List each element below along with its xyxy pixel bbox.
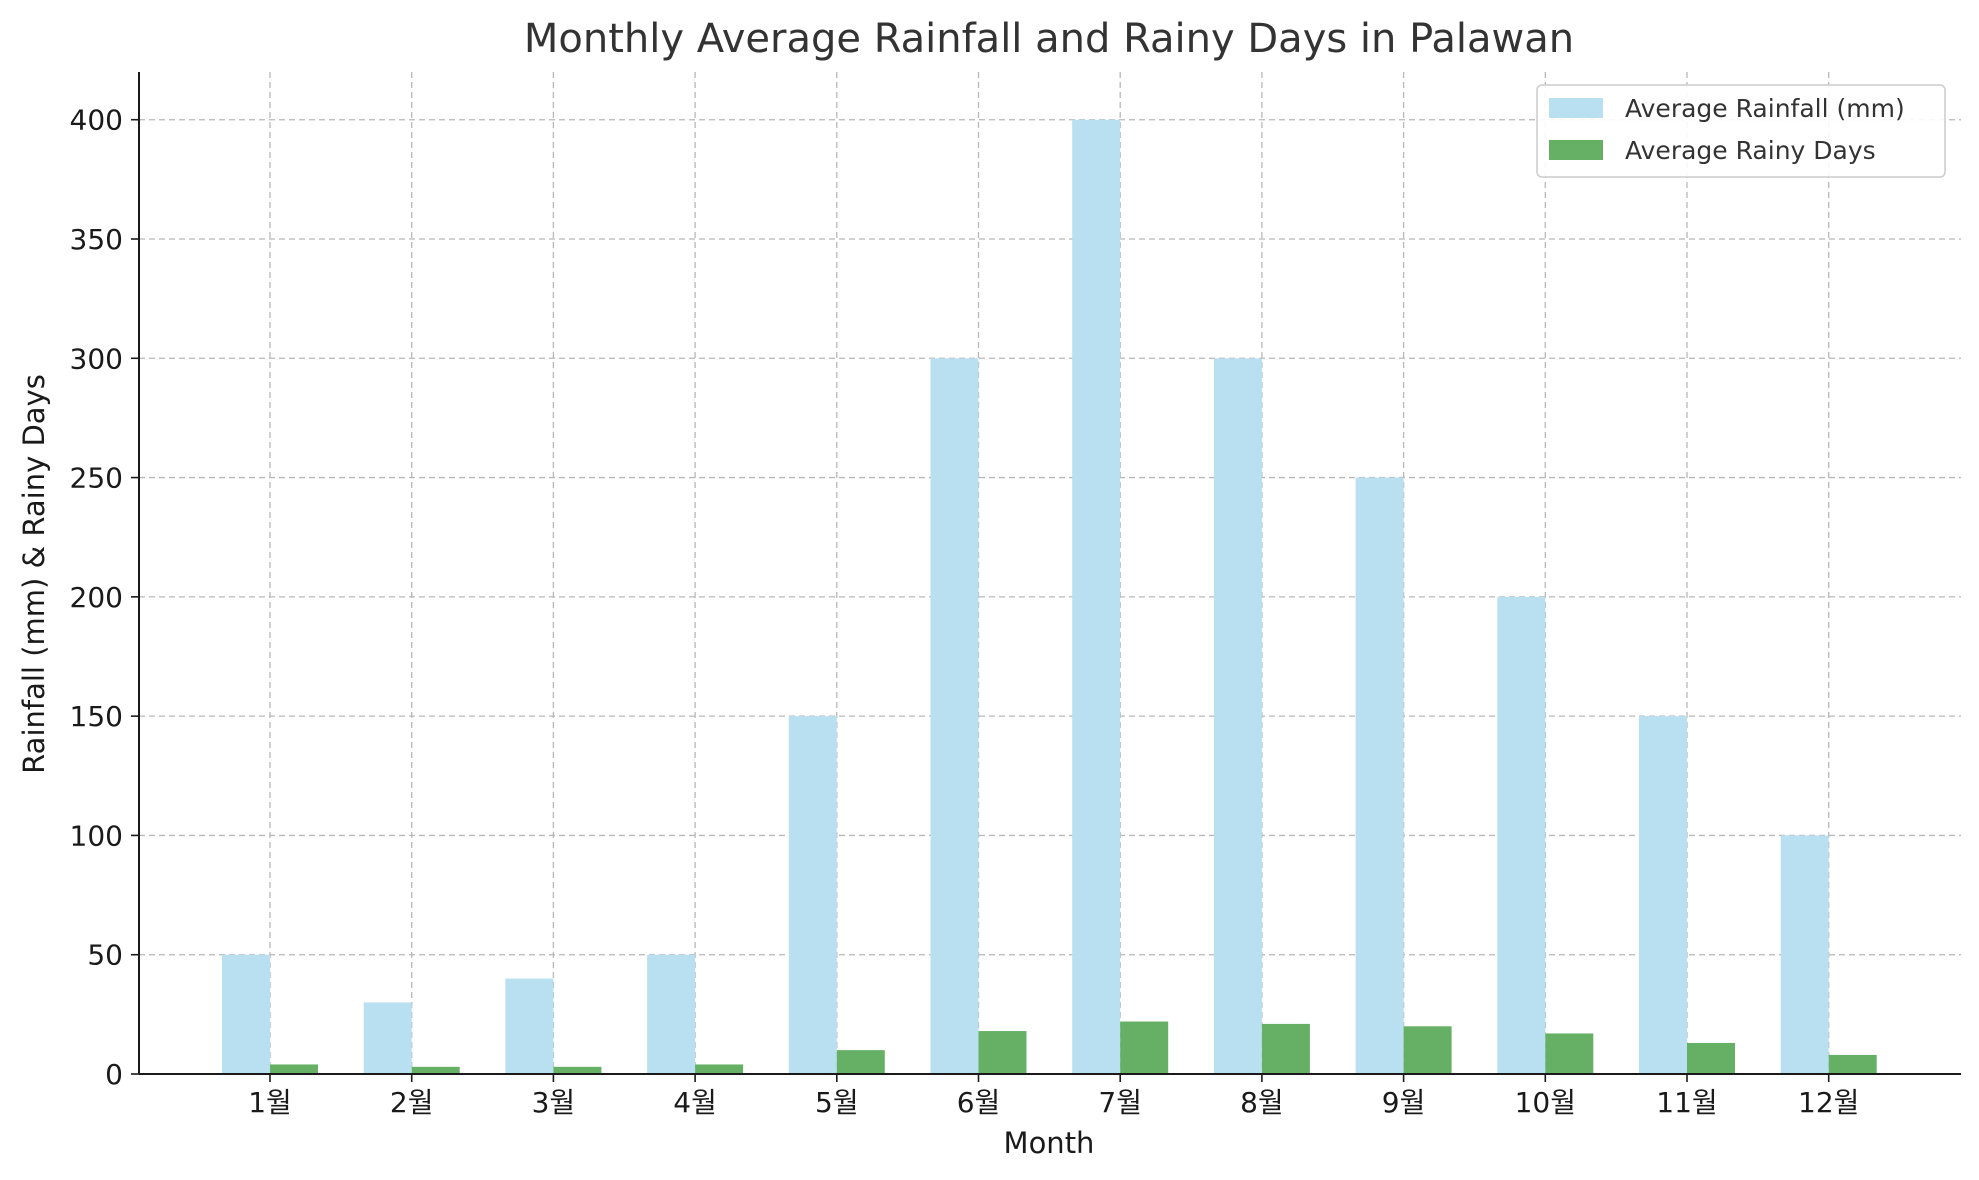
y-axis-label: Rainfall (mm) & Rainy Days bbox=[17, 374, 51, 774]
bar-rainy-days-6 bbox=[978, 1031, 1027, 1074]
bar-rainfall-4 bbox=[647, 954, 696, 1074]
x-ticks: 1월 2월 3월 4월 5월 6월 7월 8월 9월 10월 11월 12월 bbox=[248, 1074, 1859, 1119]
y-tick-label: 200 bbox=[70, 581, 123, 614]
bar-rainfall-10 bbox=[1497, 596, 1546, 1074]
chart-title: Monthly Average Rainfall and Rainy Days … bbox=[524, 16, 1574, 62]
bar-rainfall-8 bbox=[1213, 358, 1262, 1074]
legend-swatch-rainfall bbox=[1549, 98, 1603, 118]
legend-frame bbox=[1536, 84, 1946, 178]
y-tick-label: 300 bbox=[70, 342, 123, 375]
bar-rainfall-1 bbox=[222, 954, 270, 1074]
bar-rainy-days-10 bbox=[1545, 1033, 1594, 1074]
x-tick-label: 6월 bbox=[957, 1086, 1001, 1119]
y-tick-label: 400 bbox=[70, 104, 123, 137]
bars bbox=[222, 119, 1877, 1075]
y-tick-label: 0 bbox=[105, 1058, 123, 1091]
y-tick-label: 250 bbox=[70, 462, 123, 495]
bar-rainy-days-11 bbox=[1687, 1042, 1735, 1074]
bar-rainy-days-5 bbox=[836, 1050, 885, 1074]
legend: Average Rainfall (mm) Average Rainy Days bbox=[1536, 84, 1946, 178]
bar-rainy-days-8 bbox=[1261, 1023, 1310, 1074]
bar-rainfall-11 bbox=[1639, 716, 1687, 1074]
y-tick-label: 350 bbox=[70, 223, 123, 256]
bar-rainfall-3 bbox=[505, 978, 554, 1074]
bar-rainy-days-4 bbox=[695, 1064, 744, 1074]
y-tick-label: 100 bbox=[70, 819, 123, 852]
bar-rainy-days-3 bbox=[553, 1066, 602, 1074]
bar-rainfall-7 bbox=[1072, 119, 1121, 1074]
x-axis-label: Month bbox=[1004, 1126, 1095, 1160]
bar-rainfall-5 bbox=[788, 716, 837, 1074]
grid bbox=[139, 72, 1961, 1074]
bar-rainy-days-1 bbox=[270, 1064, 318, 1074]
x-tick-label: 11월 bbox=[1656, 1086, 1717, 1119]
bar-rainfall-2 bbox=[363, 1002, 412, 1074]
x-tick-label: 5월 bbox=[815, 1086, 859, 1119]
legend-label-rainy-days: Average Rainy Days bbox=[1625, 136, 1876, 165]
x-tick-label: 12월 bbox=[1798, 1086, 1859, 1119]
x-tick-label: 8월 bbox=[1240, 1086, 1284, 1119]
bar-rainfall-12 bbox=[1780, 835, 1829, 1074]
bar-rainy-days-12 bbox=[1828, 1054, 1877, 1074]
x-tick-label: 10월 bbox=[1515, 1086, 1576, 1119]
bar-rainfall-9 bbox=[1355, 477, 1404, 1075]
bar-rainy-days-2 bbox=[411, 1066, 460, 1074]
bar-rainfall-6 bbox=[930, 358, 979, 1074]
y-ticks: 0 50 100 150 200 250 300 350 400 bbox=[70, 104, 139, 1091]
y-tick-label: 50 bbox=[87, 939, 123, 972]
y-tick-label: 150 bbox=[70, 700, 123, 733]
bar-rainy-days-7 bbox=[1120, 1021, 1169, 1074]
x-tick-label: 3월 bbox=[532, 1086, 576, 1119]
legend-swatch-rainy-days bbox=[1549, 140, 1603, 160]
bar-rainy-days-9 bbox=[1403, 1026, 1452, 1074]
x-tick-label: 2월 bbox=[390, 1086, 434, 1119]
x-tick-label: 9월 bbox=[1382, 1086, 1426, 1119]
legend-label-rainfall: Average Rainfall (mm) bbox=[1625, 94, 1905, 123]
x-tick-label: 1월 bbox=[248, 1086, 292, 1119]
x-tick-label: 7월 bbox=[1098, 1086, 1142, 1119]
x-tick-label: 4월 bbox=[673, 1086, 717, 1119]
